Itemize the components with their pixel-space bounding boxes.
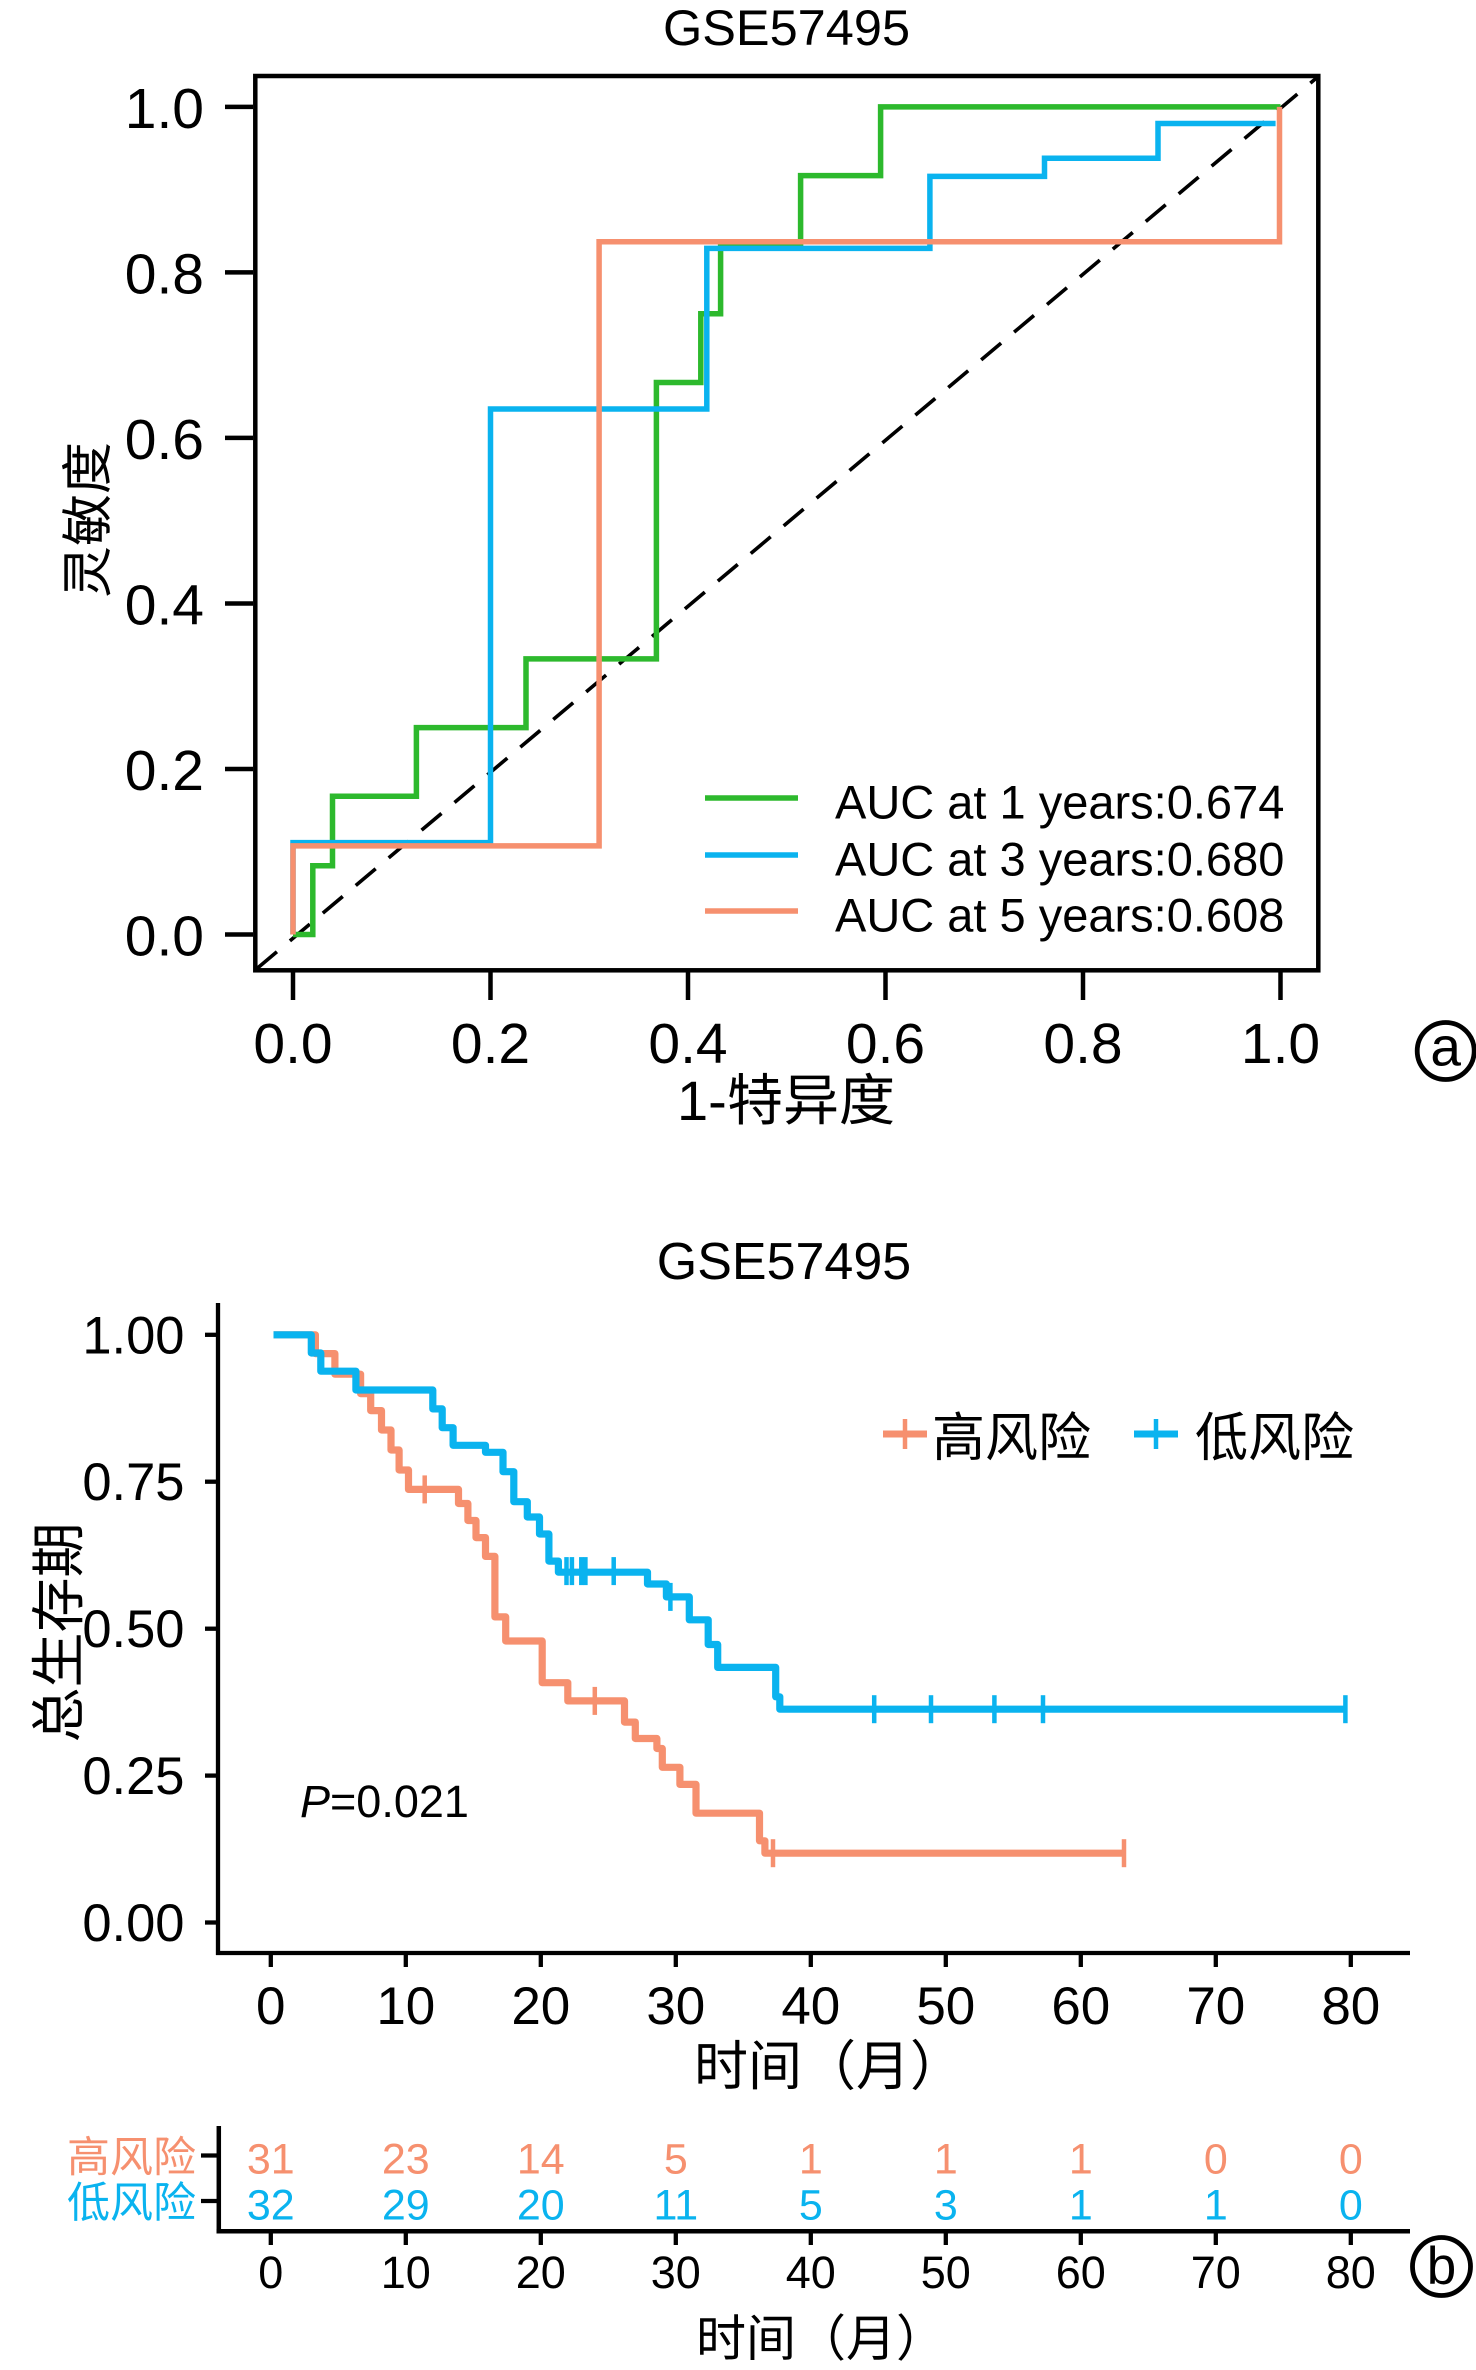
- svg-text:20: 20: [516, 2247, 566, 2298]
- svg-text:0.6: 0.6: [125, 408, 204, 472]
- svg-text:0.00: 0.00: [82, 1894, 184, 1953]
- svg-text:29: 29: [382, 2182, 430, 2230]
- svg-text:0.2: 0.2: [125, 739, 204, 803]
- svg-text:20: 20: [511, 1977, 570, 2036]
- svg-text:10: 10: [381, 2247, 431, 2298]
- svg-text:0: 0: [256, 1977, 285, 2036]
- svg-text:23: 23: [382, 2136, 430, 2184]
- svg-text:AUC at 5 years:0.608: AUC at 5 years:0.608: [835, 889, 1284, 942]
- svg-text:11: 11: [653, 2182, 698, 2230]
- svg-text:0.0: 0.0: [253, 1012, 332, 1076]
- svg-text:GSE57495: GSE57495: [657, 1233, 911, 1291]
- svg-text:P=0.021: P=0.021: [300, 1776, 469, 1827]
- svg-text:40: 40: [781, 1977, 840, 2036]
- svg-text:1: 1: [1069, 2136, 1093, 2184]
- svg-text:5: 5: [799, 2182, 823, 2230]
- svg-text:AUC at 3 years:0.680: AUC at 3 years:0.680: [835, 833, 1284, 886]
- svg-text:50: 50: [916, 1977, 975, 2036]
- svg-text:70: 70: [1186, 1977, 1245, 2036]
- svg-text:60: 60: [1056, 2247, 1106, 2298]
- svg-text:0: 0: [1204, 2136, 1228, 2184]
- svg-text:30: 30: [651, 2247, 701, 2298]
- svg-text:31: 31: [247, 2136, 295, 2184]
- svg-text:1: 1: [1204, 2182, 1228, 2230]
- svg-text:0.75: 0.75: [82, 1453, 184, 1512]
- svg-text:GSE57495: GSE57495: [663, 0, 910, 56]
- svg-text:0.25: 0.25: [82, 1747, 184, 1806]
- svg-text:0.4: 0.4: [648, 1012, 727, 1076]
- svg-text:50: 50: [921, 2247, 971, 2298]
- svg-text:0.8: 0.8: [125, 242, 204, 306]
- svg-text:40: 40: [786, 2247, 836, 2298]
- svg-text:10: 10: [376, 1977, 435, 2036]
- svg-text:0: 0: [1339, 2182, 1363, 2230]
- svg-text:60: 60: [1051, 1977, 1110, 2036]
- svg-text:32: 32: [247, 2182, 295, 2230]
- svg-text:0.8: 0.8: [1043, 1012, 1122, 1076]
- svg-text:0.6: 0.6: [846, 1012, 925, 1076]
- svg-text:20: 20: [517, 2182, 565, 2230]
- svg-text:1: 1: [1069, 2182, 1093, 2230]
- svg-text:30: 30: [646, 1977, 705, 2036]
- svg-text:5: 5: [664, 2136, 688, 2184]
- svg-text:70: 70: [1191, 2247, 1241, 2298]
- svg-text:0: 0: [1339, 2136, 1363, 2184]
- svg-text:0.50: 0.50: [82, 1600, 184, 1659]
- svg-text:1.0: 1.0: [125, 77, 204, 141]
- svg-text:1-: 1-: [677, 1069, 727, 1132]
- svg-text:0: 0: [258, 2247, 283, 2298]
- svg-text:3: 3: [934, 2182, 958, 2230]
- svg-text:0.0: 0.0: [125, 905, 204, 969]
- svg-text:1: 1: [934, 2136, 958, 2184]
- svg-text:1.00: 1.00: [82, 1306, 184, 1365]
- svg-text:a: a: [1430, 1016, 1461, 1078]
- svg-text:80: 80: [1321, 1977, 1380, 2036]
- svg-text:AUC at 1 years:0.674: AUC at 1 years:0.674: [835, 776, 1284, 829]
- svg-text:1.0: 1.0: [1241, 1012, 1320, 1076]
- svg-text:1: 1: [799, 2136, 823, 2184]
- svg-text:14: 14: [517, 2136, 565, 2184]
- svg-text:b: b: [1427, 2237, 1456, 2296]
- svg-text:0.2: 0.2: [451, 1012, 530, 1076]
- svg-text:0.4: 0.4: [125, 574, 204, 638]
- svg-text:80: 80: [1326, 2247, 1376, 2298]
